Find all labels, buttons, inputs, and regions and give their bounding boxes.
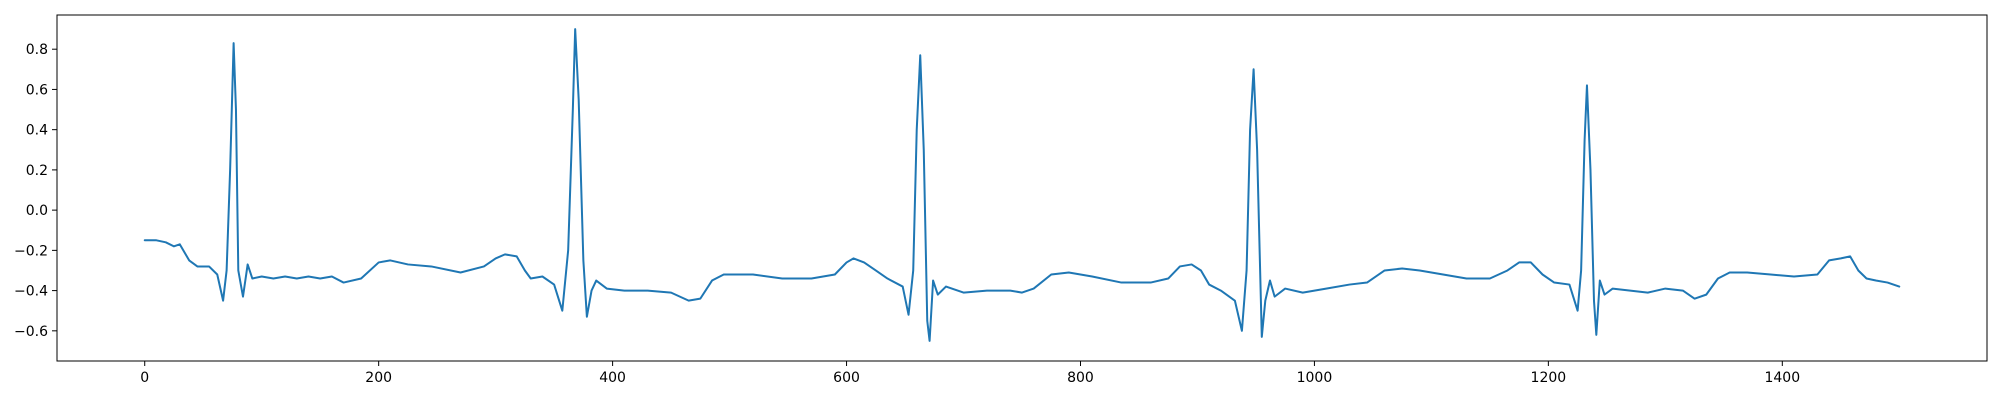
x-tick-label: 1200 — [1531, 370, 1567, 386]
y-tick-label: 0.2 — [26, 163, 48, 179]
x-tick-label: 600 — [833, 370, 860, 386]
series-line-1 — [143, 28, 1901, 342]
x-axis: 0 200 400 600 800 1000 1200 1400 — [140, 361, 1800, 386]
y-tick-label: −0.2 — [14, 243, 48, 259]
y-tick-label: 0.0 — [26, 203, 48, 219]
y-tick-label: 0.6 — [26, 82, 48, 98]
x-tick-label: 200 — [365, 370, 392, 386]
x-tick-label: 1000 — [1297, 370, 1333, 386]
series-layer — [143, 28, 1901, 342]
x-tick-label: 0 — [140, 370, 149, 386]
y-axis: −0.6 −0.4 −0.2 0.0 0.2 0.4 0.6 0.8 — [14, 42, 57, 340]
x-tick-label: 1400 — [1764, 370, 1800, 386]
y-tick-label: 0.4 — [26, 123, 48, 139]
y-tick-label: 0.8 — [26, 42, 48, 58]
plot-frame — [56, 14, 1988, 362]
x-tick-label: 400 — [599, 370, 626, 386]
y-tick-label: −0.4 — [14, 284, 48, 300]
x-tick-label: 800 — [1067, 370, 1094, 386]
y-tick-label: −0.6 — [14, 324, 48, 340]
